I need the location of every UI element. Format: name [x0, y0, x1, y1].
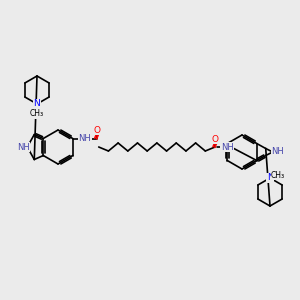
Text: N: N: [267, 173, 273, 182]
Text: CH₃: CH₃: [271, 170, 285, 179]
Text: O: O: [93, 126, 100, 135]
Text: O: O: [212, 134, 218, 143]
Text: NH: NH: [78, 134, 91, 143]
Text: NH: NH: [220, 142, 233, 152]
Text: NH: NH: [271, 148, 284, 157]
Text: N: N: [34, 100, 40, 109]
Text: CH₃: CH₃: [30, 110, 44, 118]
Text: NH: NH: [17, 142, 30, 152]
